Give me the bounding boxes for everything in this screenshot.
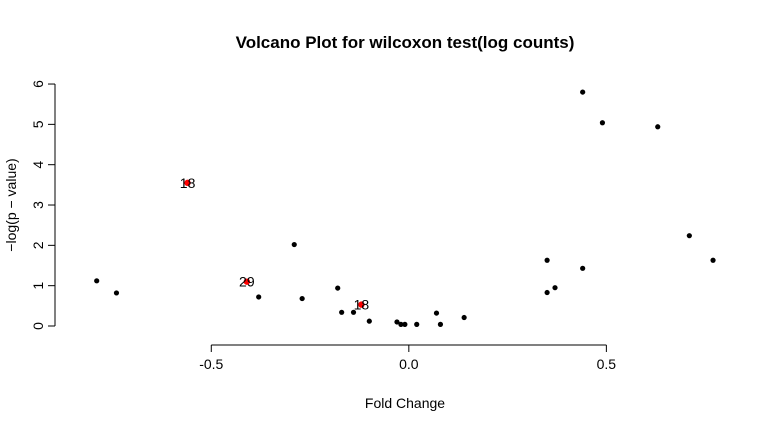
y-tick-label: 5 [30, 120, 46, 128]
data-point [339, 309, 345, 315]
point-label: 18 [354, 297, 370, 313]
data-point [437, 321, 444, 327]
data-point [291, 241, 297, 248]
point-label: 18 [180, 175, 196, 191]
y-tick-label: 6 [30, 80, 46, 88]
highlighted-point [184, 179, 191, 187]
y-tick-label: 4 [30, 161, 46, 169]
point-label: 29 [239, 274, 255, 290]
data-point [394, 319, 400, 325]
data-point [461, 314, 467, 321]
x-axis-label: Fold Change [365, 395, 445, 411]
data-point [580, 89, 586, 95]
data-point [580, 265, 586, 271]
data-point [710, 257, 716, 263]
chart-title: Volcano Plot for wilcoxon test(log count… [236, 33, 575, 52]
data-point [599, 120, 606, 126]
x-tick-label: 0.0 [399, 356, 419, 372]
data-point [366, 318, 372, 324]
data-point [544, 289, 550, 296]
data-point [335, 285, 341, 291]
highlighted-point [243, 278, 251, 285]
data-point [299, 295, 305, 302]
y-tick-label: 3 [30, 201, 46, 209]
y-tick-label: 0 [30, 322, 46, 330]
x-axis: -0.5 0.0 0.5 [199, 344, 617, 372]
data-point [655, 124, 661, 130]
data-point [256, 294, 262, 300]
data-point [544, 257, 550, 263]
y-tick-label: 2 [30, 241, 46, 249]
data-point [350, 309, 357, 315]
x-tick-label: 0.5 [597, 356, 617, 372]
data-point [398, 321, 404, 327]
data-point [113, 290, 120, 296]
data-point [94, 278, 100, 284]
x-tick-label: -0.5 [199, 356, 223, 372]
data-point [414, 321, 420, 327]
y-tick-label: 1 [30, 282, 46, 290]
data-point [686, 233, 692, 239]
data-point [402, 321, 408, 327]
highlighted-point [358, 301, 365, 308]
data-points [94, 89, 716, 327]
highlighted-points: 18 29 18 [180, 175, 370, 313]
data-point [552, 285, 558, 291]
y-axis-label: −log(p − value) [3, 158, 19, 251]
y-axis: 0 1 2 3 4 5 6 [30, 80, 56, 330]
data-point [433, 310, 440, 316]
